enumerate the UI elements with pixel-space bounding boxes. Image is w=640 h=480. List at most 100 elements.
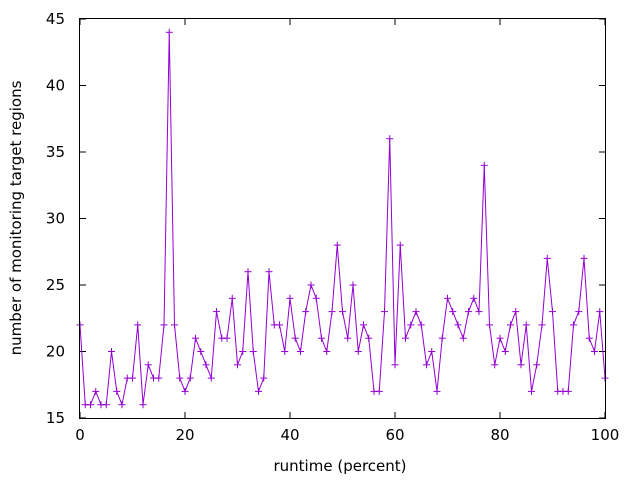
y-tick-label: 45 <box>46 10 65 28</box>
y-tick-label: 35 <box>46 143 65 161</box>
data-point <box>255 387 262 395</box>
data-point <box>391 361 399 369</box>
data-point <box>386 135 394 143</box>
y-tick-label: 15 <box>46 409 65 427</box>
data-point <box>354 348 362 355</box>
x-tick-label: 60 <box>385 426 404 444</box>
data-point <box>92 387 100 395</box>
data-point <box>575 308 583 316</box>
data-point <box>297 348 304 355</box>
data-point <box>375 387 383 395</box>
x-tick-label: 20 <box>175 426 194 444</box>
data-point <box>113 387 121 395</box>
data-point <box>181 387 189 395</box>
data-point <box>428 348 436 355</box>
y-tick-label: 40 <box>46 77 65 95</box>
data-point <box>260 374 268 382</box>
data-point <box>323 348 331 355</box>
data-point <box>129 374 136 382</box>
data-point <box>396 241 404 249</box>
y-axis-label: number of monitoring target regions <box>7 80 25 355</box>
data-point <box>192 334 199 342</box>
data-point <box>165 28 173 36</box>
data-point <box>475 308 483 316</box>
data-point <box>281 348 289 355</box>
y-tick-label: 25 <box>46 276 65 294</box>
data-point <box>465 308 472 316</box>
data-point <box>501 348 509 355</box>
data-point <box>265 268 273 276</box>
plot-frame <box>79 18 606 419</box>
data-point <box>228 294 236 302</box>
data-point <box>585 334 593 342</box>
data-point <box>155 374 163 382</box>
data-point <box>449 308 457 316</box>
data-point <box>139 401 147 409</box>
data-point <box>496 334 504 342</box>
data-point <box>239 348 247 355</box>
data-point <box>580 254 588 262</box>
data-point <box>286 294 294 302</box>
series-layer <box>76 28 609 409</box>
data-point <box>186 374 194 382</box>
data-point <box>160 321 168 329</box>
data-point <box>381 308 388 316</box>
data-point <box>564 387 572 395</box>
data-point <box>444 294 451 302</box>
tick-labels: 0 20 40 60 80 100 15 20 25 30 35 40 45 <box>46 10 619 444</box>
data-point <box>276 321 283 329</box>
data-point <box>134 321 142 329</box>
data-point <box>333 241 341 249</box>
data-point <box>407 321 415 329</box>
axis-ticks <box>79 18 606 419</box>
data-point <box>533 361 541 369</box>
data-point <box>459 334 467 342</box>
data-point <box>491 361 499 369</box>
data-point <box>307 281 315 289</box>
x-tick-label: 80 <box>490 426 509 444</box>
series-line <box>79 31 606 406</box>
data-point <box>543 254 551 262</box>
x-tick-label: 40 <box>280 426 299 444</box>
data-point <box>438 334 446 342</box>
data-point <box>402 334 409 342</box>
data-point <box>108 348 115 355</box>
data-point <box>570 321 577 329</box>
data-point <box>244 268 252 276</box>
data-point <box>528 387 535 395</box>
data-point <box>118 401 126 409</box>
y-tick-label: 30 <box>46 210 65 228</box>
data-point <box>249 348 257 355</box>
x-tick-label: 0 <box>75 426 85 444</box>
data-point <box>223 334 231 342</box>
data-point <box>312 294 320 302</box>
data-point <box>549 308 556 316</box>
data-point <box>171 321 178 329</box>
data-point <box>349 281 357 289</box>
data-point <box>454 321 462 329</box>
x-tick-label: 100 <box>591 426 620 444</box>
data-point <box>339 308 346 316</box>
data-point <box>480 161 488 169</box>
data-point <box>512 308 520 316</box>
data-point <box>433 387 441 395</box>
data-point <box>328 308 336 316</box>
data-point <box>596 308 604 316</box>
data-point <box>87 401 94 409</box>
data-point <box>302 308 310 316</box>
data-point <box>517 361 525 369</box>
data-point <box>538 321 546 329</box>
data-point <box>213 308 220 316</box>
data-point <box>318 334 325 342</box>
data-point <box>234 361 241 369</box>
data-point <box>470 294 478 302</box>
data-point <box>360 321 367 329</box>
data-point <box>423 361 430 369</box>
data-point <box>176 374 184 382</box>
data-point <box>365 334 373 342</box>
data-point <box>486 321 493 329</box>
data-point <box>522 321 530 329</box>
data-point <box>102 401 110 409</box>
data-point <box>417 321 425 329</box>
